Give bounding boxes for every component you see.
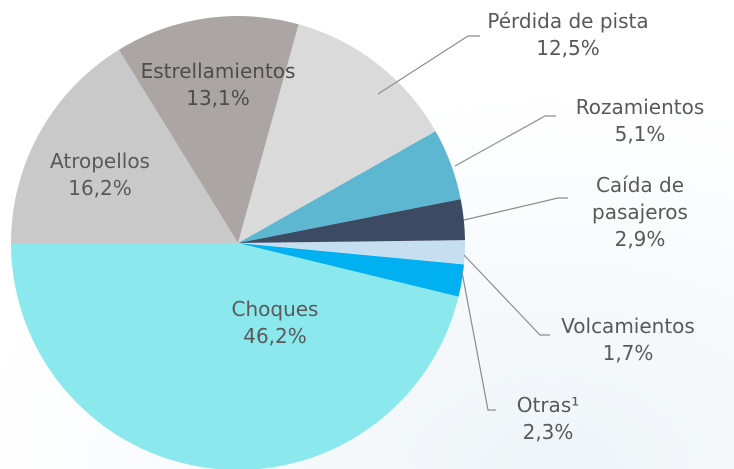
pie-slice bbox=[238, 199, 465, 243]
leader-line bbox=[454, 115, 556, 167]
leader-line bbox=[461, 271, 496, 411]
category-label: Pérdida de pista bbox=[487, 9, 649, 33]
pie-slice bbox=[238, 240, 465, 265]
label-box: Estrellamientos 13,1% bbox=[108, 58, 328, 112]
slice-label: Caída de pasajeros 2,9% bbox=[570, 172, 710, 253]
category-label: Otras¹ bbox=[516, 393, 580, 417]
pie-slice bbox=[238, 24, 436, 243]
value-label: 46,2% bbox=[243, 324, 307, 348]
category-label: Caída de pasajeros bbox=[592, 173, 688, 224]
slice-label: Otras¹ 2,3% bbox=[488, 392, 608, 446]
leader-line bbox=[463, 254, 550, 336]
value-label: 2,3% bbox=[522, 420, 574, 444]
category-label: Rozamientos bbox=[575, 95, 705, 119]
label-box: Rozamientos 5,1% bbox=[540, 94, 734, 148]
value-label: 1,7% bbox=[602, 341, 654, 365]
pie-slice bbox=[11, 243, 459, 469]
category-label: Choques bbox=[231, 297, 319, 321]
value-label: 13,1% bbox=[186, 86, 250, 110]
slice-label: Choques 46,2% bbox=[175, 296, 375, 350]
category-label: Estrellamientos bbox=[140, 59, 296, 83]
label-box: Otras¹ 2,3% bbox=[488, 392, 608, 446]
label-box: Pérdida de pista 12,5% bbox=[458, 8, 678, 62]
value-label: 12,5% bbox=[536, 36, 600, 60]
slice-label: Rozamientos 5,1% bbox=[540, 94, 734, 148]
leader-line bbox=[377, 35, 480, 95]
pie-slice bbox=[11, 49, 238, 244]
slice-label: Volcamientos 1,7% bbox=[528, 313, 728, 367]
pie-slice bbox=[118, 16, 299, 244]
category-label: Volcamientos bbox=[561, 314, 695, 338]
slice-label: Estrellamientos 13,1% bbox=[108, 58, 328, 112]
value-label: 16,2% bbox=[68, 176, 132, 200]
pie-slice bbox=[238, 131, 461, 243]
leader-line bbox=[463, 197, 568, 221]
label-box: Choques 46,2% bbox=[175, 296, 375, 350]
label-box: Volcamientos 1,7% bbox=[528, 313, 728, 367]
slice-label: Pérdida de pista 12,5% bbox=[458, 8, 678, 62]
value-label: 5,1% bbox=[614, 122, 666, 146]
label-box: Caída de pasajeros 2,9% bbox=[570, 172, 710, 253]
label-box: Atropellos 16,2% bbox=[10, 148, 190, 202]
value-label: 2,9% bbox=[614, 227, 666, 251]
slice-label: Atropellos 16,2% bbox=[10, 148, 190, 202]
pie-slice bbox=[238, 243, 464, 297]
category-label: Atropellos bbox=[50, 149, 150, 173]
